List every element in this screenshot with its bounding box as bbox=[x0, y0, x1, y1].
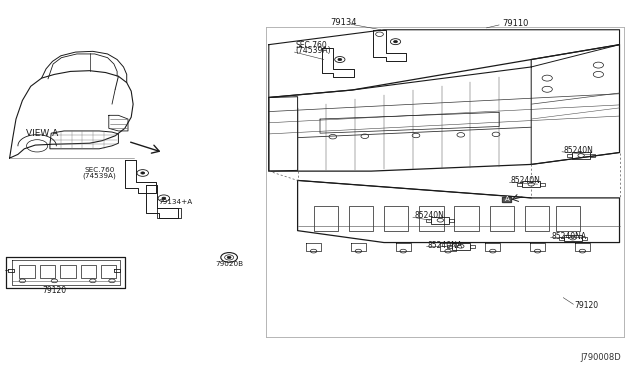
Text: 79120: 79120 bbox=[42, 286, 67, 295]
Bar bbox=[567, 154, 572, 157]
Bar bbox=[572, 152, 590, 159]
Circle shape bbox=[394, 41, 397, 43]
Text: (74539A): (74539A) bbox=[83, 172, 116, 179]
Text: 79120: 79120 bbox=[575, 301, 599, 310]
Text: 85240N: 85240N bbox=[511, 176, 541, 185]
Text: 85240NA: 85240NA bbox=[428, 241, 463, 250]
Text: 79134: 79134 bbox=[330, 18, 357, 27]
Text: SEC.760: SEC.760 bbox=[296, 41, 328, 50]
Bar bbox=[419, 206, 444, 231]
Text: 85240N: 85240N bbox=[563, 146, 593, 155]
Polygon shape bbox=[502, 197, 511, 202]
Bar bbox=[454, 206, 479, 231]
Bar bbox=[40, 265, 55, 278]
Text: 79134+A: 79134+A bbox=[159, 199, 193, 205]
Bar bbox=[590, 154, 595, 157]
Text: 85240NA: 85240NA bbox=[552, 232, 587, 241]
Text: SEC.760: SEC.760 bbox=[84, 167, 115, 173]
Bar bbox=[19, 265, 35, 278]
Text: 79110: 79110 bbox=[502, 19, 529, 28]
Bar bbox=[384, 206, 408, 231]
Bar bbox=[60, 265, 76, 278]
Bar bbox=[101, 265, 116, 278]
Bar bbox=[452, 243, 470, 250]
Text: VIEW A: VIEW A bbox=[26, 129, 58, 138]
Text: 85240N: 85240N bbox=[415, 211, 445, 220]
Bar bbox=[559, 237, 564, 240]
Bar bbox=[525, 206, 549, 231]
Bar bbox=[470, 245, 475, 248]
Bar bbox=[349, 206, 373, 231]
Bar bbox=[314, 206, 338, 231]
Bar bbox=[431, 217, 449, 224]
Text: (74539A): (74539A) bbox=[296, 46, 332, 55]
Bar bbox=[564, 235, 582, 241]
Circle shape bbox=[338, 58, 342, 61]
Bar bbox=[540, 183, 545, 186]
Bar bbox=[426, 219, 431, 222]
Circle shape bbox=[141, 172, 145, 174]
Bar bbox=[81, 265, 96, 278]
Circle shape bbox=[227, 256, 231, 259]
Bar bbox=[449, 219, 454, 222]
Bar bbox=[517, 183, 522, 186]
Bar bbox=[556, 206, 580, 231]
Text: J790008D: J790008D bbox=[580, 353, 621, 362]
Bar bbox=[447, 245, 452, 248]
Circle shape bbox=[162, 197, 166, 199]
Text: A: A bbox=[504, 196, 509, 202]
Bar bbox=[582, 237, 587, 240]
Bar bbox=[522, 181, 540, 187]
Text: 79020B: 79020B bbox=[215, 261, 243, 267]
Bar bbox=[490, 206, 514, 231]
Bar bbox=[502, 197, 511, 202]
